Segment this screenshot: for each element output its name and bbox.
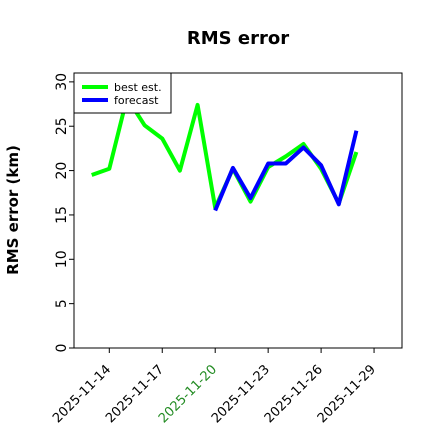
y-tick-label: 20 [54,162,70,180]
y-tick-label: 15 [54,206,70,224]
y-axis-ticks: 0 5 10 15 20 25 30 [54,73,74,353]
y-tick-label: 25 [54,117,70,135]
y-axis-label: RMS error (km) [4,145,22,275]
y-tick-label: 30 [54,73,70,91]
y-tick-label: 10 [54,250,70,268]
y-tick-label: 0 [54,344,70,353]
legend-label: forecast [114,94,159,107]
chart-title: RMS error [187,28,289,49]
plot-area-frame [73,72,403,349]
series-lines [91,95,359,212]
legend-box [73,72,172,114]
series-line-forecast [213,130,359,212]
x-axis-ticks: 2025-11-142025-11-172025-11-202025-11-23… [50,348,379,426]
y-tick-label: 5 [54,299,70,308]
legend-label: best est. [114,81,162,94]
legend: best est.forecast [73,72,172,114]
